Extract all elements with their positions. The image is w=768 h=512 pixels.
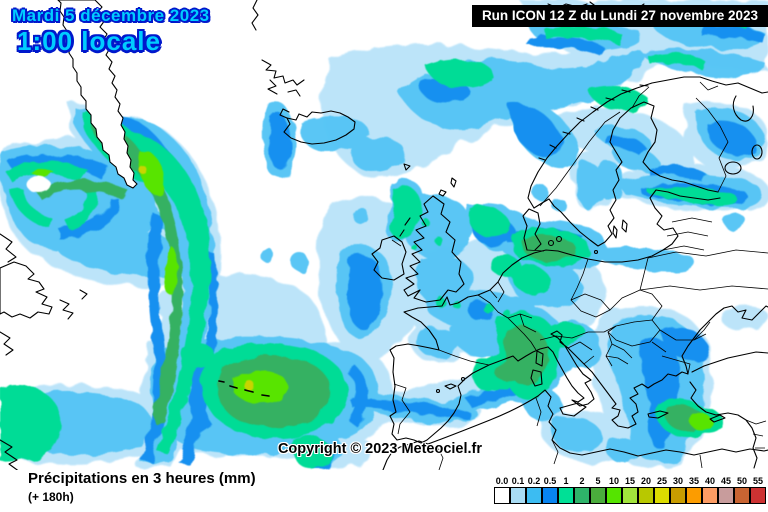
- legend-scale-step: 0.1: [509, 476, 526, 504]
- greenland-landmass: [57, 0, 138, 189]
- legend-scale-step: 15: [621, 476, 638, 504]
- legend-scale-value: 35: [688, 476, 699, 486]
- legend-scale-step: 45: [717, 476, 734, 504]
- legend-scale-value: 20: [640, 476, 651, 486]
- legend-scale-value: 0.1: [511, 476, 525, 486]
- legend-scale-step: 40: [701, 476, 718, 504]
- legend-scale-value: 2: [579, 476, 585, 486]
- legend-scale-value: 0.5: [543, 476, 557, 486]
- precip-layer-lime: [30, 151, 713, 431]
- legend-scale-swatch: [494, 487, 510, 504]
- legend-scale-swatch: [733, 487, 750, 504]
- legend-scale-value: 40: [704, 476, 715, 486]
- legend-scale-value: 5: [595, 476, 601, 486]
- legend-scale-swatch: [557, 487, 574, 504]
- legend-scale-swatch: [637, 487, 654, 504]
- legend-scale-swatch: [653, 487, 670, 504]
- legend-scale-step: 50: [733, 476, 750, 504]
- legend-scale-step: 25: [653, 476, 670, 504]
- legend-scale-swatch: [717, 487, 734, 504]
- legend-scale-value: 25: [656, 476, 667, 486]
- legend-scale-value: 50: [736, 476, 747, 486]
- legend-scale-step: 55: [749, 476, 766, 504]
- precip-layer-yellow: [139, 166, 255, 391]
- legend-scale-step: 35: [685, 476, 702, 504]
- legend-scale-swatch: [749, 487, 766, 504]
- legend-scale-step: 5: [589, 476, 606, 504]
- legend-title: Précipitations en 3 heures (mm): [28, 470, 256, 487]
- coastlines: [0, 0, 768, 470]
- legend-scale-value: 0.2: [527, 476, 541, 486]
- legend-scale-step: 0.5: [541, 476, 558, 504]
- legend-scale-step: 10: [605, 476, 622, 504]
- legend-scale-step: 0.2: [525, 476, 542, 504]
- country-borders: [391, 81, 768, 470]
- legend-scale-value: 30: [672, 476, 683, 486]
- legend-scale-value: 15: [624, 476, 635, 486]
- legend-scale-swatch: [589, 487, 606, 504]
- legend-scale: 0.0 0.1 0.2 0.5 1 2 5 10 15 20 25 30 35 40 45 50 55: [494, 476, 766, 504]
- legend-scale-value: 45: [720, 476, 731, 486]
- legend-scale-value: 0.0: [495, 476, 509, 486]
- legend-scale-swatch: [573, 487, 590, 504]
- legend-scale-value: 1: [563, 476, 569, 486]
- legend-scale-value: 10: [608, 476, 619, 486]
- forecast-time-label: 1:00 locale: [17, 26, 161, 56]
- model-run-banner: Run ICON 12 Z du Lundi 27 novembre 2023: [471, 5, 768, 27]
- legend-scale-step: 20: [637, 476, 654, 504]
- legend-scale-value: 55: [752, 476, 763, 486]
- land-masks: [0, 0, 138, 319]
- legend-scale-swatch: [621, 487, 638, 504]
- legend-scale-swatch: [525, 487, 542, 504]
- legend-scale-step: 1: [557, 476, 574, 504]
- legend-scale-swatch: [685, 487, 702, 504]
- legend-scale-swatch: [701, 487, 718, 504]
- legend-scale-swatch: [541, 487, 558, 504]
- newfoundland-landmass: [0, 261, 53, 319]
- legend-scale-swatch: [509, 487, 526, 504]
- legend-scale-step: 2: [573, 476, 590, 504]
- precipitation-map: [0, 0, 768, 470]
- legend-subtitle: (+ 180h): [28, 490, 74, 504]
- legend-scale-swatch: [669, 487, 686, 504]
- copyright-watermark: Copyright © 2023 Meteociel.fr: [277, 441, 483, 457]
- forecast-date-label: Mardi 5 décembre 2023: [12, 6, 210, 25]
- legend-scale-step: 30: [669, 476, 686, 504]
- legend-scale-swatch: [605, 487, 622, 504]
- legend-scale-step: 0.0: [494, 476, 510, 504]
- storm-eye: [26, 176, 50, 192]
